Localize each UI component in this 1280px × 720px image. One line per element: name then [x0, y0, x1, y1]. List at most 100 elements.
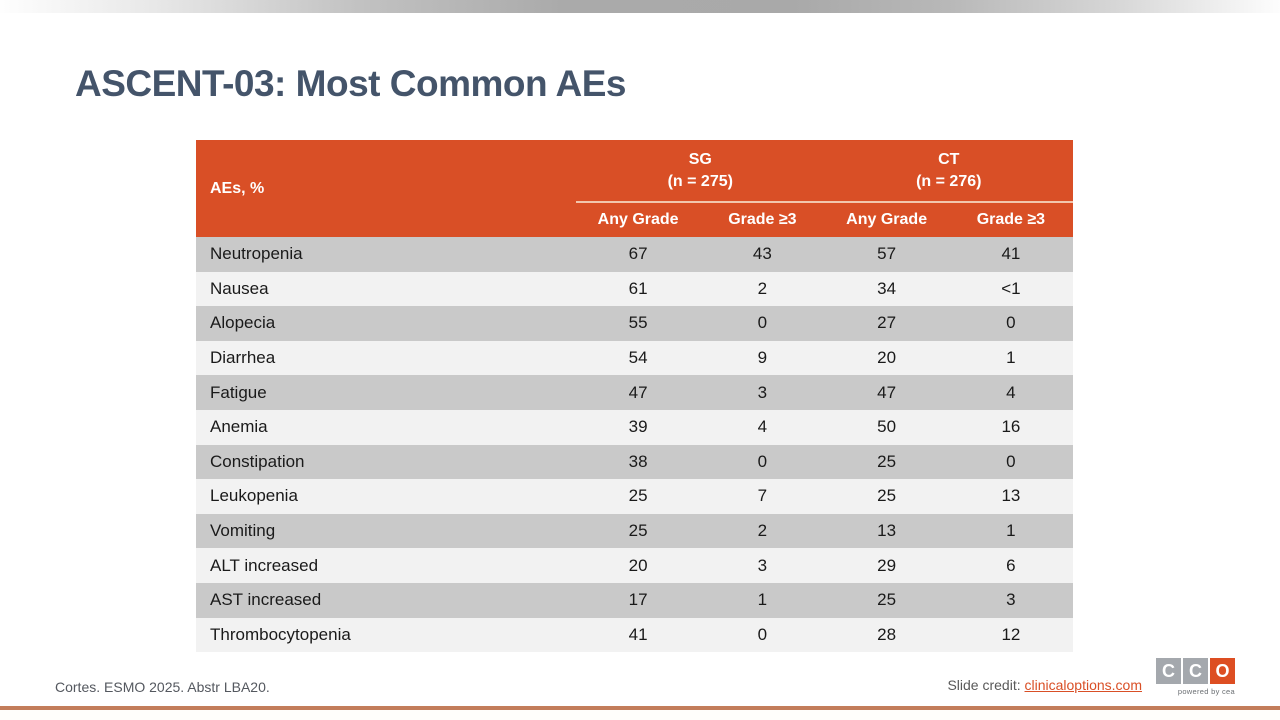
ae-value: 0 [948, 444, 1074, 480]
group-n: (n = 275) [667, 172, 733, 190]
bottom-strip [0, 710, 1280, 720]
top-gradient-bar [0, 0, 1280, 13]
ae-value: <1 [948, 271, 1074, 307]
slide-credit-label: Slide credit: [947, 677, 1025, 693]
table-row: Diarrhea 54 9 20 1 [196, 340, 1074, 376]
ae-value: 6 [948, 548, 1074, 583]
ae-value: 1 [948, 513, 1074, 549]
subheader-ct-any-grade: Any Grade [824, 202, 949, 237]
ae-value: 0 [700, 444, 825, 480]
header-group-row: AEs, % SG (n = 275) CT (n = 276) [196, 140, 1074, 237]
ae-value: 57 [824, 237, 949, 272]
group-header-ct: CT (n = 276) [824, 140, 1074, 203]
table-row: Anemia 39 4 50 16 [196, 409, 1074, 445]
ae-value: 43 [700, 237, 825, 272]
ae-label: ALT increased [196, 548, 576, 583]
ae-value: 13 [948, 479, 1074, 514]
ae-label: Alopecia [196, 306, 576, 341]
ae-value: 50 [824, 409, 949, 445]
slide-credit-link[interactable]: clinicaloptions.com [1024, 677, 1143, 693]
logo-letter-o: O [1210, 658, 1235, 684]
ae-value: 38 [576, 444, 701, 480]
ae-value: 7 [700, 479, 825, 514]
ae-value: 47 [576, 375, 701, 410]
ae-value: 4 [700, 409, 825, 445]
ae-value: 54 [576, 340, 701, 376]
subheader-ct-grade3: Grade ≥3 [948, 202, 1074, 237]
table-row: AST increased 17 1 25 3 [196, 582, 1074, 618]
ae-value: 55 [576, 306, 701, 341]
ae-value: 1 [948, 340, 1074, 376]
reference-citation: Cortes. ESMO 2025. Abstr LBA20. [55, 679, 270, 695]
ae-table: AEs, % SG (n = 275) CT (n = 276) Any Gra… [196, 140, 1074, 653]
table-row: Thrombocytopenia 41 0 28 12 [196, 617, 1074, 653]
table-row: Constipation 38 0 25 0 [196, 444, 1074, 480]
table-row: ALT increased 20 3 29 6 [196, 548, 1074, 583]
table-row: Vomiting 25 2 13 1 [196, 513, 1074, 549]
ae-value: 16 [948, 409, 1074, 445]
ae-value: 20 [824, 340, 949, 376]
ae-value: 3 [700, 375, 825, 410]
ae-value: 28 [824, 617, 949, 653]
corner-header: AEs, % [196, 140, 576, 237]
slide-credit: Slide credit: clinicaloptions.com [947, 677, 1142, 693]
ae-value: 0 [700, 617, 825, 653]
ae-label: Nausea [196, 271, 576, 307]
ae-label: Diarrhea [196, 340, 576, 376]
group-name: CT [938, 150, 960, 168]
ae-label: Constipation [196, 444, 576, 480]
ae-label: Neutropenia [196, 237, 576, 272]
group-name: SG [688, 150, 712, 168]
ae-value: 2 [700, 513, 825, 549]
ae-value: 41 [576, 617, 701, 653]
ae-label: Leukopenia [196, 479, 576, 514]
ae-label: Thrombocytopenia [196, 617, 576, 653]
ae-label: Fatigue [196, 375, 576, 410]
ae-value: 61 [576, 271, 701, 307]
ae-value: 25 [824, 479, 949, 514]
ae-label: Vomiting [196, 513, 576, 549]
ae-value: 34 [824, 271, 949, 307]
ae-value: 39 [576, 409, 701, 445]
ae-value: 25 [576, 513, 701, 549]
ae-value: 3 [700, 548, 825, 583]
ae-value: 25 [824, 444, 949, 480]
table-row: Neutropenia 67 43 57 41 [196, 237, 1074, 272]
ae-value: 2 [700, 271, 825, 307]
ae-label: AST increased [196, 582, 576, 618]
subheader-sg-grade3: Grade ≥3 [700, 202, 825, 237]
logo-letter-c1: C [1156, 658, 1181, 684]
ae-value: 12 [948, 617, 1074, 653]
bottom-accent-bar [0, 706, 1280, 710]
ae-value: 67 [576, 237, 701, 272]
ae-value: 0 [948, 306, 1074, 341]
ae-value: 3 [948, 582, 1074, 618]
ae-value: 17 [576, 582, 701, 618]
table-row: Fatigue 47 3 47 4 [196, 375, 1074, 410]
ae-value: 0 [700, 306, 825, 341]
page-title: ASCENT-03: Most Common AEs [75, 63, 626, 104]
ae-value: 13 [824, 513, 949, 549]
ae-value: 20 [576, 548, 701, 583]
ae-value: 47 [824, 375, 949, 410]
logo-tagline: powered by cea [1177, 687, 1235, 696]
cco-logo: C C O powered by cea [1156, 658, 1236, 696]
ae-value: 4 [948, 375, 1074, 410]
table-row: Leukopenia 25 7 25 13 [196, 479, 1074, 514]
ae-table-body: Neutropenia 67 43 57 41 Nausea 61 2 34 <1 Alopecia… [196, 237, 1074, 653]
ae-value: 41 [948, 237, 1074, 272]
ae-value: 29 [824, 548, 949, 583]
ae-value: 27 [824, 306, 949, 341]
table-row: Nausea 61 2 34 <1 [196, 271, 1074, 307]
logo-letter-c2: C [1183, 658, 1208, 684]
ae-value: 25 [824, 582, 949, 618]
group-n: (n = 276) [916, 172, 982, 190]
ae-value: 25 [576, 479, 701, 514]
ae-label: Anemia [196, 409, 576, 445]
group-header-sg: SG (n = 275) [576, 140, 825, 203]
ae-value: 9 [700, 340, 825, 376]
header-sub-row: Any Grade Grade ≥3 Any Grade Grade ≥3 [196, 202, 1074, 237]
ae-table-header: AEs, % SG (n = 275) CT (n = 276) Any Gra… [196, 140, 1074, 237]
ae-value: 1 [700, 582, 825, 618]
